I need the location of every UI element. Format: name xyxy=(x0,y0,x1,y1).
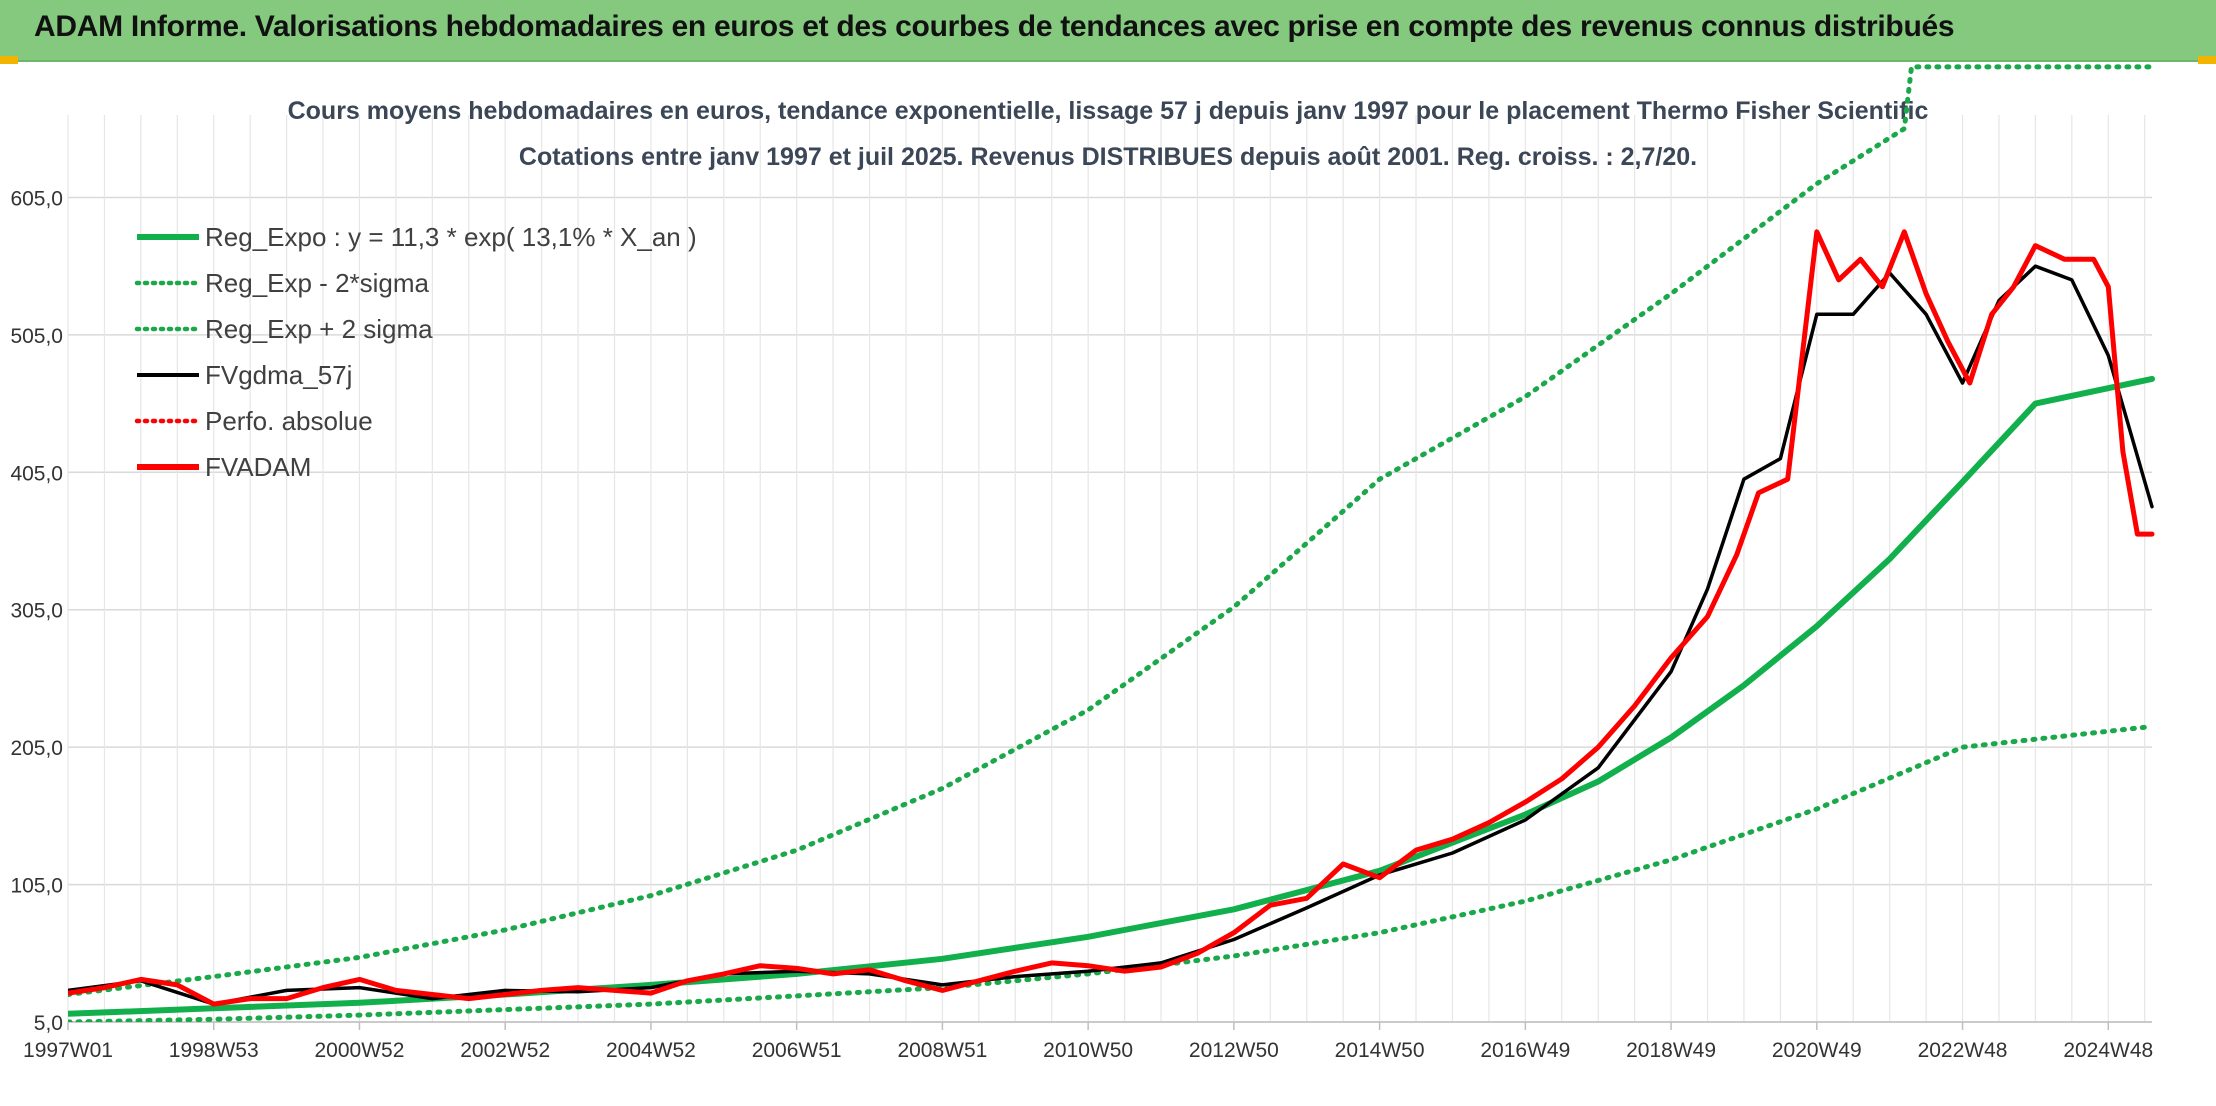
series-fvgdma-57j xyxy=(68,264,2154,1006)
x-tick-label: 2016W49 xyxy=(1480,1039,1570,1062)
legend-label: FVADAM xyxy=(205,452,311,482)
x-tick-label: 2020W49 xyxy=(1772,1039,1862,1062)
x-tick-label: 2010W50 xyxy=(1043,1039,1133,1062)
x-tick-label: 2002W52 xyxy=(460,1039,550,1062)
legend-label: FVgdma_57j xyxy=(205,360,352,390)
report-banner: ADAM Informe. Valorisations hebdomadaire… xyxy=(0,0,2216,62)
y-tick-label: 505,0 xyxy=(10,325,63,348)
y-tick-label: 305,0 xyxy=(10,600,63,623)
legend-label: Perfo. absolue xyxy=(205,406,373,436)
chart-legend: Reg_Expo : y = 11,3 * exp( 13,1% * X_an … xyxy=(134,222,697,482)
x-tick-label: 2022W48 xyxy=(1918,1039,2008,1062)
chart-subtitle: Cotations entre janv 1997 et juil 2025. … xyxy=(519,143,1697,171)
y-tick-label: 605,0 xyxy=(10,187,63,210)
x-tick-label: 2012W50 xyxy=(1189,1039,1279,1062)
x-tick-label: 1998W53 xyxy=(169,1039,259,1062)
x-tick-label: 2006W51 xyxy=(752,1039,842,1062)
series-fvadam xyxy=(68,229,2155,1007)
series-reg-exp-minus-2sigma xyxy=(68,724,2155,1022)
series-reg-exp-plus-2sigma xyxy=(68,64,2155,997)
x-tick-label: 2014W50 xyxy=(1335,1039,1425,1062)
x-tick-label: 2024W48 xyxy=(2063,1039,2153,1062)
x-tick-label: 2000W52 xyxy=(315,1039,405,1062)
chart-axes: 5,0 105,0 205,0 305,0 405,0 505,0 605,0 1997W01… xyxy=(10,187,2153,1062)
legend-label: Reg_Expo : y = 11,3 * exp( 13,1% * X_an … xyxy=(205,222,697,252)
x-tick-label: 1997W01 xyxy=(23,1039,113,1062)
banner-corner-right xyxy=(2198,56,2216,64)
y-tick-label: 205,0 xyxy=(10,737,63,760)
y-tick-label: 105,0 xyxy=(10,875,63,898)
x-tick-label: 2008W51 xyxy=(897,1039,987,1062)
chart-area: 5,0 105,0 205,0 305,0 405,0 505,0 605,0 1997W01… xyxy=(10,64,2155,1062)
report-banner-title: ADAM Informe. Valorisations hebdomadaire… xyxy=(34,10,1955,43)
legend-label: Reg_Exp - 2*sigma xyxy=(205,268,430,298)
chart-title: Cours moyens hebdomadaires en euros, ten… xyxy=(288,97,1929,125)
x-tick-label: 2004W52 xyxy=(606,1039,696,1062)
y-tick-label: 5,0 xyxy=(34,1012,63,1035)
banner-corner-left xyxy=(0,56,18,64)
chart-series xyxy=(68,64,2155,1022)
chart-grid xyxy=(67,115,2152,1023)
legend-label: Reg_Exp + 2 sigma xyxy=(205,314,433,344)
y-tick-label: 405,0 xyxy=(10,462,63,485)
x-tick-label: 2018W49 xyxy=(1626,1039,1716,1062)
